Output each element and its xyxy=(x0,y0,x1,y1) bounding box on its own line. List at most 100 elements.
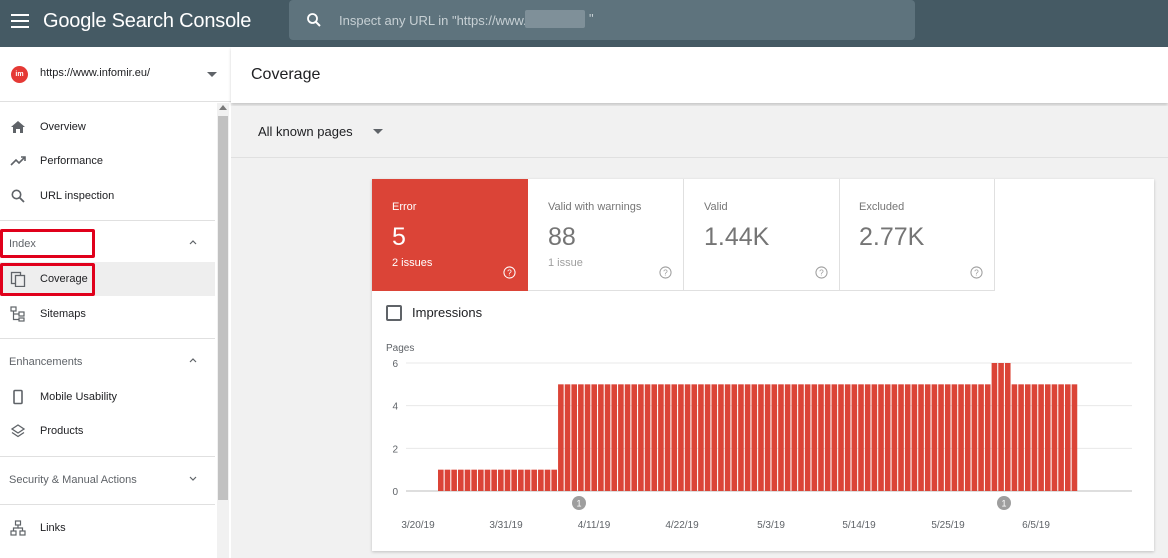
chart-bar xyxy=(511,469,517,491)
chart-bar xyxy=(844,384,851,491)
sidebar-item-url-inspection[interactable]: URL inspection xyxy=(0,179,215,213)
chart-bar xyxy=(944,384,951,491)
tile-value: 88 xyxy=(548,223,576,251)
chart-bar xyxy=(478,469,484,491)
section-security-manual-actions[interactable]: Security & Manual Actions xyxy=(0,456,215,496)
tile-valid-with-warnings[interactable]: Valid with warnings 88 1 issue ? xyxy=(528,179,684,291)
search-input[interactable] xyxy=(339,0,899,40)
menu-icon[interactable] xyxy=(11,14,29,28)
section-index[interactable]: Index xyxy=(0,220,215,260)
chart-bar xyxy=(871,384,878,491)
help-icon[interactable]: ? xyxy=(659,266,672,279)
sidebar-item-label: URL inspection xyxy=(40,190,115,202)
section-enhancements[interactable]: Enhancements xyxy=(0,338,215,378)
chart-bar xyxy=(964,384,971,491)
tile-sub: 1 issue xyxy=(548,257,583,269)
chart-bar xyxy=(1064,384,1071,491)
chart-bar xyxy=(484,469,491,491)
chart-bar xyxy=(824,384,831,491)
chart-bar xyxy=(464,469,471,491)
sidebar-scrollbar[interactable] xyxy=(217,103,229,558)
x-tick-label: 5/25/19 xyxy=(931,520,965,531)
chart-bar xyxy=(864,384,871,491)
help-icon[interactable]: ? xyxy=(503,266,516,279)
sidebar-item-mobile-usability[interactable]: Mobile Usability xyxy=(0,380,215,414)
tile-label: Excluded xyxy=(859,201,905,213)
chart-bar xyxy=(1044,384,1051,491)
y-tick-label: 4 xyxy=(392,402,398,413)
y-axis-label: Pages xyxy=(386,343,414,354)
url-inspect-search[interactable]: " xyxy=(289,0,915,40)
chevron-up-icon xyxy=(189,358,197,363)
chart-bar xyxy=(991,363,998,491)
chart-bar xyxy=(811,384,818,491)
pages-filter-dropdown[interactable]: All known pages xyxy=(258,124,353,139)
dropdown-caret-icon[interactable] xyxy=(373,129,383,134)
x-tick-label: 4/11/19 xyxy=(578,520,611,531)
chart-bar xyxy=(1031,384,1038,491)
chart-bar xyxy=(731,384,738,491)
dropdown-caret-icon[interactable] xyxy=(207,72,217,77)
chart-bar xyxy=(451,469,457,491)
sidebar-item-performance[interactable]: Performance xyxy=(0,144,215,178)
sidebar-item-links[interactable]: Links xyxy=(0,511,215,545)
chart-bar xyxy=(684,384,691,491)
annotation-label: 1 xyxy=(1001,499,1006,509)
chart-bar xyxy=(1071,384,1078,491)
chart-bar xyxy=(758,384,764,491)
x-tick-label: 3/20/19 xyxy=(401,520,435,531)
chart-bar xyxy=(611,384,618,491)
chart-bar xyxy=(971,384,978,491)
search-placeholder-suffix: " xyxy=(589,11,594,26)
chart-bar xyxy=(584,384,591,491)
sidebar-item-label: Links xyxy=(40,522,66,534)
chart-bar xyxy=(791,384,798,491)
chart-bar xyxy=(924,384,931,491)
sidebar-item-sitemaps[interactable]: Sitemaps xyxy=(0,297,215,331)
chart-bar xyxy=(538,469,544,491)
scroll-up-arrow-icon[interactable] xyxy=(219,105,227,110)
page-title: Coverage xyxy=(251,66,321,83)
app-title: Google Search Console xyxy=(43,10,252,32)
chart-bar xyxy=(858,384,864,491)
tile-error[interactable]: Error 5 2 issues ? xyxy=(372,179,528,291)
chart-bar xyxy=(984,384,991,491)
scrollbar-thumb[interactable] xyxy=(218,116,228,500)
tile-excluded[interactable]: Excluded 2.77K ? xyxy=(839,179,995,291)
chart-bar xyxy=(524,469,531,491)
chart-bar xyxy=(624,384,631,491)
chart-bar xyxy=(784,384,791,491)
impressions-checkbox[interactable] xyxy=(386,305,402,321)
sidebar-item-label: Overview xyxy=(40,121,86,133)
chart-bar xyxy=(891,384,898,491)
chart-bar xyxy=(644,384,651,491)
sidebar-item-products[interactable]: Products xyxy=(0,414,215,448)
tile-label: Error xyxy=(392,201,417,213)
highlight-coverage-annotation xyxy=(0,263,95,296)
sidebar-item-overview[interactable]: Overview xyxy=(0,110,215,144)
chart-bar xyxy=(671,384,678,491)
chart-bar xyxy=(898,384,904,491)
chart-bar xyxy=(744,384,751,491)
tile-valid[interactable]: Valid 1.44K ? xyxy=(684,179,840,291)
chart-bar xyxy=(931,384,938,491)
sidebar-item-coverage[interactable]: Coverage xyxy=(0,262,215,296)
sidebar-item-label: Mobile Usability xyxy=(40,391,118,403)
annotation-marker xyxy=(997,496,1011,510)
chart-bar xyxy=(598,384,604,491)
redacted-url-block xyxy=(525,10,585,28)
chart-bar xyxy=(498,469,504,491)
chart-bar xyxy=(838,384,844,491)
tile-value: 5 xyxy=(392,223,406,251)
help-icon[interactable]: ? xyxy=(970,266,983,279)
x-tick-label: 4/22/19 xyxy=(665,520,699,531)
chart-bar xyxy=(718,384,724,491)
property-selector[interactable]: im https://www.infomir.eu/ xyxy=(0,47,231,102)
chart-bar xyxy=(958,384,964,491)
chart-bar xyxy=(631,384,638,491)
search-icon xyxy=(11,189,25,203)
y-tick-label: 2 xyxy=(392,444,398,455)
chart-bar xyxy=(651,384,658,491)
help-icon[interactable]: ? xyxy=(815,266,828,279)
chart-bar xyxy=(458,469,464,491)
